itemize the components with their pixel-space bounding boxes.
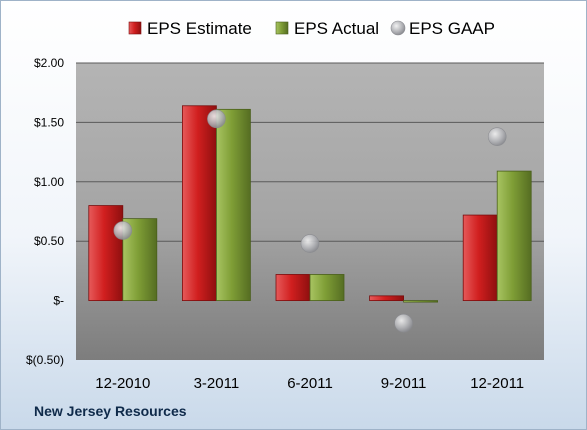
marker-eps-gaap-12-2010: [113, 221, 133, 240]
x-tick-label: 3-2011: [194, 375, 240, 392]
marker-eps-gaap-3-2011: [207, 109, 226, 129]
bar-eps-estimate-9-2011: [369, 295, 405, 301]
plot-area: [76, 63, 544, 360]
bar-eps-estimate-6-2011: [275, 274, 311, 301]
y-tick-label: $0.50: [34, 234, 64, 248]
marker-eps-gaap-9-2011: [394, 313, 413, 333]
bar-eps-estimate-12-2010: [88, 205, 124, 301]
y-tick-label: $1.00: [34, 175, 64, 189]
y-tick-label: $(0.50): [26, 353, 64, 367]
legend-label: EPS GAAP: [409, 19, 495, 38]
y-tick-label: $1.50: [34, 115, 64, 129]
x-tick-label: 6-2011: [287, 375, 333, 392]
y-tick-label: $-: [53, 294, 64, 308]
bar-eps-actual-12-2011: [496, 170, 532, 302]
bar-eps-actual-6-2011: [309, 274, 345, 301]
y-tick-label: $2.00: [34, 56, 64, 70]
legend-swatch-eps-gaap: [390, 20, 406, 36]
legend-swatch-eps-actual: [275, 21, 289, 35]
bar-eps-estimate-3-2011: [181, 105, 217, 301]
x-tick-label: 12-2010: [95, 375, 150, 392]
legend-label: EPS Estimate: [147, 19, 252, 38]
bar-eps-actual-3-2011: [215, 108, 251, 302]
legend-label: EPS Actual: [294, 19, 379, 38]
company-label: New Jersey Resources: [34, 403, 187, 419]
x-tick-label: 9-2011: [381, 375, 427, 392]
legend-swatch-eps-estimate: [128, 21, 142, 35]
marker-eps-gaap-6-2011: [300, 234, 320, 253]
bar-eps-estimate-12-2011: [462, 214, 498, 301]
bar-eps-actual-9-2011: [403, 300, 439, 303]
marker-eps-gaap-12-2011: [487, 127, 507, 146]
x-tick-label: 12-2011: [470, 375, 524, 392]
